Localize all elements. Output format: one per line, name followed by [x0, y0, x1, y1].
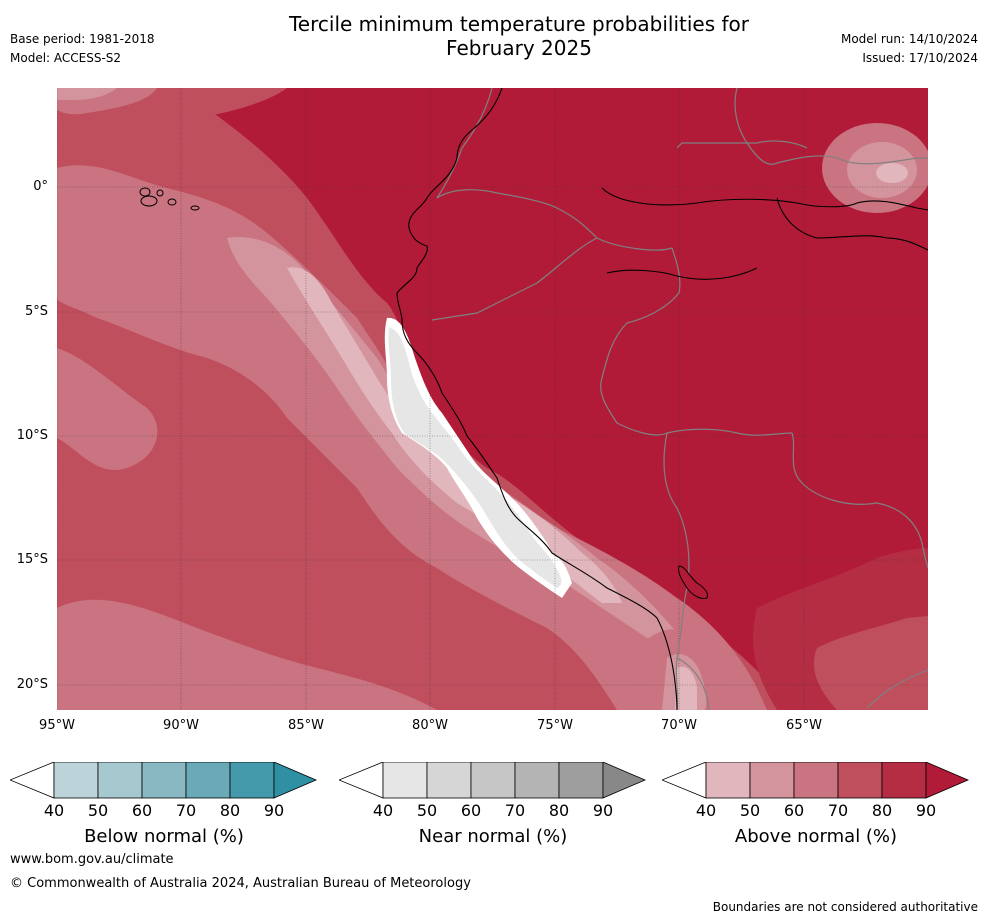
model-text: Model: ACCESS-S2 — [10, 51, 122, 65]
lat-label: 5°S — [24, 304, 48, 319]
colorbar-tick: 40 — [695, 801, 717, 820]
colorbar-tick: 70 — [175, 801, 197, 820]
colorbar-segment — [229, 761, 275, 799]
lon-label: 95°W — [39, 718, 75, 733]
ocean-top-70 — [57, 88, 287, 188]
colorbar-segment — [749, 761, 795, 799]
colorbar-label: Above normal (%) — [734, 826, 898, 847]
lat-label: 20°S — [16, 677, 48, 692]
colorbar-tick: 60 — [131, 801, 153, 820]
colorbar-tick: 60 — [783, 801, 805, 820]
ocean-sw-60 — [57, 599, 437, 710]
colorbar-tick: 80 — [871, 801, 893, 820]
lon-label: 90°W — [163, 718, 199, 733]
lon-label: 75°W — [537, 718, 573, 733]
colorbar-tick: 50 — [739, 801, 761, 820]
colorbar-above-graphic — [660, 761, 970, 799]
colorbar-segment — [558, 761, 604, 799]
colorbar-tick: 70 — [827, 801, 849, 820]
colorbar-tick: 90 — [915, 801, 937, 820]
colorbar-tick: 50 — [87, 801, 109, 820]
se-band-70 — [813, 616, 928, 710]
colorbar-below: 40 50 60 70 80 90 Below normal (%) — [8, 761, 318, 852]
lat-label: 10°S — [16, 428, 48, 443]
top-left-50 — [57, 88, 117, 100]
colorbar-segment — [660, 761, 707, 799]
website-link[interactable]: www.bom.gov.au/climate — [10, 852, 174, 867]
colorbar-segment — [793, 761, 839, 799]
copyright-text: © Commonwealth of Australia 2024, Austra… — [10, 876, 471, 891]
lat-label: 0° — [33, 179, 48, 194]
lon-label: 65°W — [786, 718, 822, 733]
andes-patch-40 — [675, 666, 697, 710]
coastline — [396, 88, 928, 710]
issued-text: Issued: 17/10/2024 — [862, 51, 978, 65]
colorbar-segment — [514, 761, 560, 799]
colorbar-tick: 40 — [43, 801, 65, 820]
galapagos-islands — [139, 187, 200, 211]
lat-label: 15°S — [16, 552, 48, 567]
colorbar-below-graphic — [8, 761, 318, 799]
colorbar-segment — [97, 761, 143, 799]
base-period-text: Base period: 1981-2018 — [10, 32, 155, 46]
colorbar-near: 40 50 60 70 80 90 Near normal (%) — [337, 761, 647, 852]
colorbar-segment — [382, 761, 428, 799]
colorbar-tick: 90 — [592, 801, 614, 820]
lon-label: 80°W — [412, 718, 448, 733]
near-normal-50 — [388, 328, 562, 588]
colorbar-segment — [141, 761, 187, 799]
colorbar-tick: 40 — [372, 801, 394, 820]
model-run-text: Model run: 14/10/2024 — [840, 32, 978, 46]
colorbar-segment — [426, 761, 472, 799]
ocean-w-60 — [57, 348, 158, 471]
colorbar-tick: 60 — [460, 801, 482, 820]
disclaimer-text: Boundaries are not considered authoritat… — [712, 900, 978, 914]
lon-label: 70°W — [661, 718, 697, 733]
colorbar-segment — [837, 761, 883, 799]
colorbar-segment — [337, 761, 384, 799]
colorbar-tick: 70 — [504, 801, 526, 820]
colorbar-label: Below normal (%) — [84, 826, 244, 847]
colorbar-segment — [881, 761, 927, 799]
ocean-band-40 — [287, 267, 622, 603]
colorbar-segment — [705, 761, 751, 799]
colorbar-near-graphic — [337, 761, 647, 799]
probability-map — [57, 88, 928, 710]
colorbar-segment — [185, 761, 231, 799]
title-line-2: February 2025 — [446, 36, 592, 60]
graticule — [57, 88, 928, 710]
colorbar-segment — [53, 761, 99, 799]
colorbar-label: Near normal (%) — [418, 826, 568, 847]
colorbar-segment — [602, 761, 647, 799]
lake-titicaca — [678, 565, 708, 599]
colorbar-segment — [925, 761, 970, 799]
ne-band-40 — [876, 163, 908, 183]
colorbar-tick: 90 — [263, 801, 285, 820]
colorbar-tick: 50 — [416, 801, 438, 820]
lon-label: 85°W — [288, 718, 324, 733]
page-title: Tercile minimum temperature probabilitie… — [244, 12, 794, 60]
colorbar-tick: 80 — [548, 801, 570, 820]
colorbar-segment — [8, 761, 55, 799]
colorbar-tick: 80 — [219, 801, 241, 820]
colorbar-above: 40 50 60 70 80 90 Above normal (%) — [660, 761, 970, 852]
colorbar-segment — [273, 761, 318, 799]
colorbar-segment — [470, 761, 516, 799]
title-line-1: Tercile minimum temperature probabilitie… — [288, 12, 750, 36]
